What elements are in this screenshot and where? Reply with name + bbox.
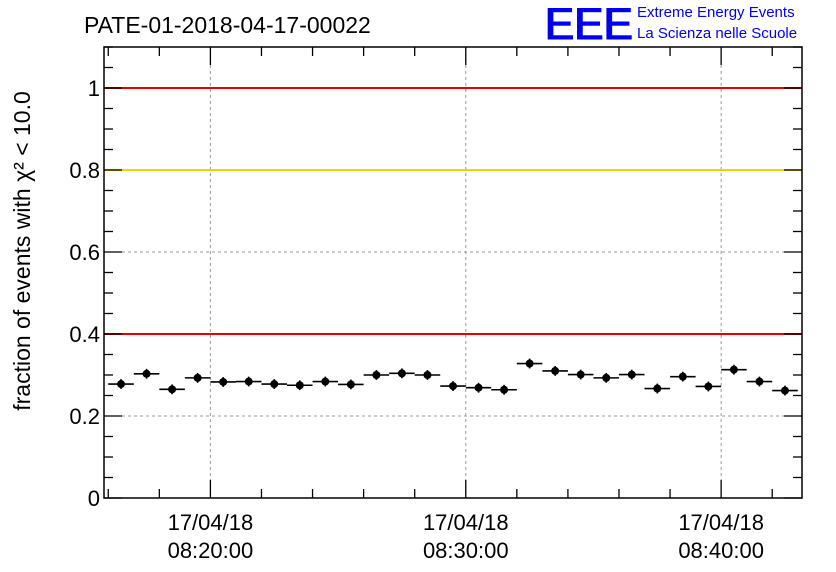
data-point xyxy=(653,384,662,393)
y-tick-label: 0.4 xyxy=(69,322,100,347)
data-point xyxy=(449,382,457,391)
y-tick-label: 0.6 xyxy=(69,240,100,265)
data-point xyxy=(193,373,202,382)
data-point xyxy=(602,373,611,382)
data-point xyxy=(142,369,151,378)
logo-line-1: Extreme Energy Events xyxy=(637,4,795,21)
y-axis-label: fraction of events with χ² < 10.0 xyxy=(9,91,35,411)
data-point xyxy=(270,380,279,389)
data-point xyxy=(423,371,432,379)
x-tick-label-time: 08:20:00 xyxy=(168,538,254,563)
data-point xyxy=(576,370,585,379)
data-point xyxy=(474,383,483,392)
data-point xyxy=(678,372,687,381)
x-tick-label-date: 17/04/18 xyxy=(678,510,764,535)
data-point xyxy=(627,370,636,379)
data-point xyxy=(168,385,177,394)
y-tick-label: 0.2 xyxy=(69,404,100,429)
data-point xyxy=(219,377,228,386)
chart-title: PATE-01-2018-04-17-00022 xyxy=(84,12,371,38)
data-point xyxy=(704,382,713,391)
data-point xyxy=(780,386,789,395)
x-tick-label-time: 08:40:00 xyxy=(678,538,764,563)
data-point xyxy=(244,377,253,386)
data-point xyxy=(755,377,764,386)
data-point xyxy=(729,365,738,374)
grid xyxy=(104,47,802,499)
x-tick-label-date: 17/04/18 xyxy=(423,510,509,535)
y-tick-label: 0 xyxy=(88,486,100,511)
y-tick-label: 0.8 xyxy=(69,158,100,183)
data-point xyxy=(321,377,330,386)
threshold-lines xyxy=(104,87,802,335)
data-point xyxy=(551,366,560,375)
data-point xyxy=(397,369,406,378)
data-point xyxy=(372,371,381,379)
data-point xyxy=(500,385,509,394)
data-point xyxy=(525,359,534,368)
x-tick-label-time: 08:30:00 xyxy=(423,538,509,563)
logo-mark: EEE xyxy=(544,0,633,50)
eee-logo: EEE Extreme Energy Events La Scienza nel… xyxy=(544,0,798,51)
axes: 0 0.2 0.4 0.6 0.8 1 17/04/18 08:20:00 17/04/18 08… xyxy=(69,46,803,563)
y-tick-label: 1 xyxy=(88,76,100,101)
data-point xyxy=(346,380,355,389)
logo-line-2: La Scienza nelle Scuole xyxy=(637,25,797,42)
x-tick-label-date: 17/04/18 xyxy=(168,510,254,535)
data-series xyxy=(108,358,798,396)
plot-area xyxy=(104,47,802,498)
data-point xyxy=(117,380,126,389)
data-point xyxy=(295,381,304,390)
